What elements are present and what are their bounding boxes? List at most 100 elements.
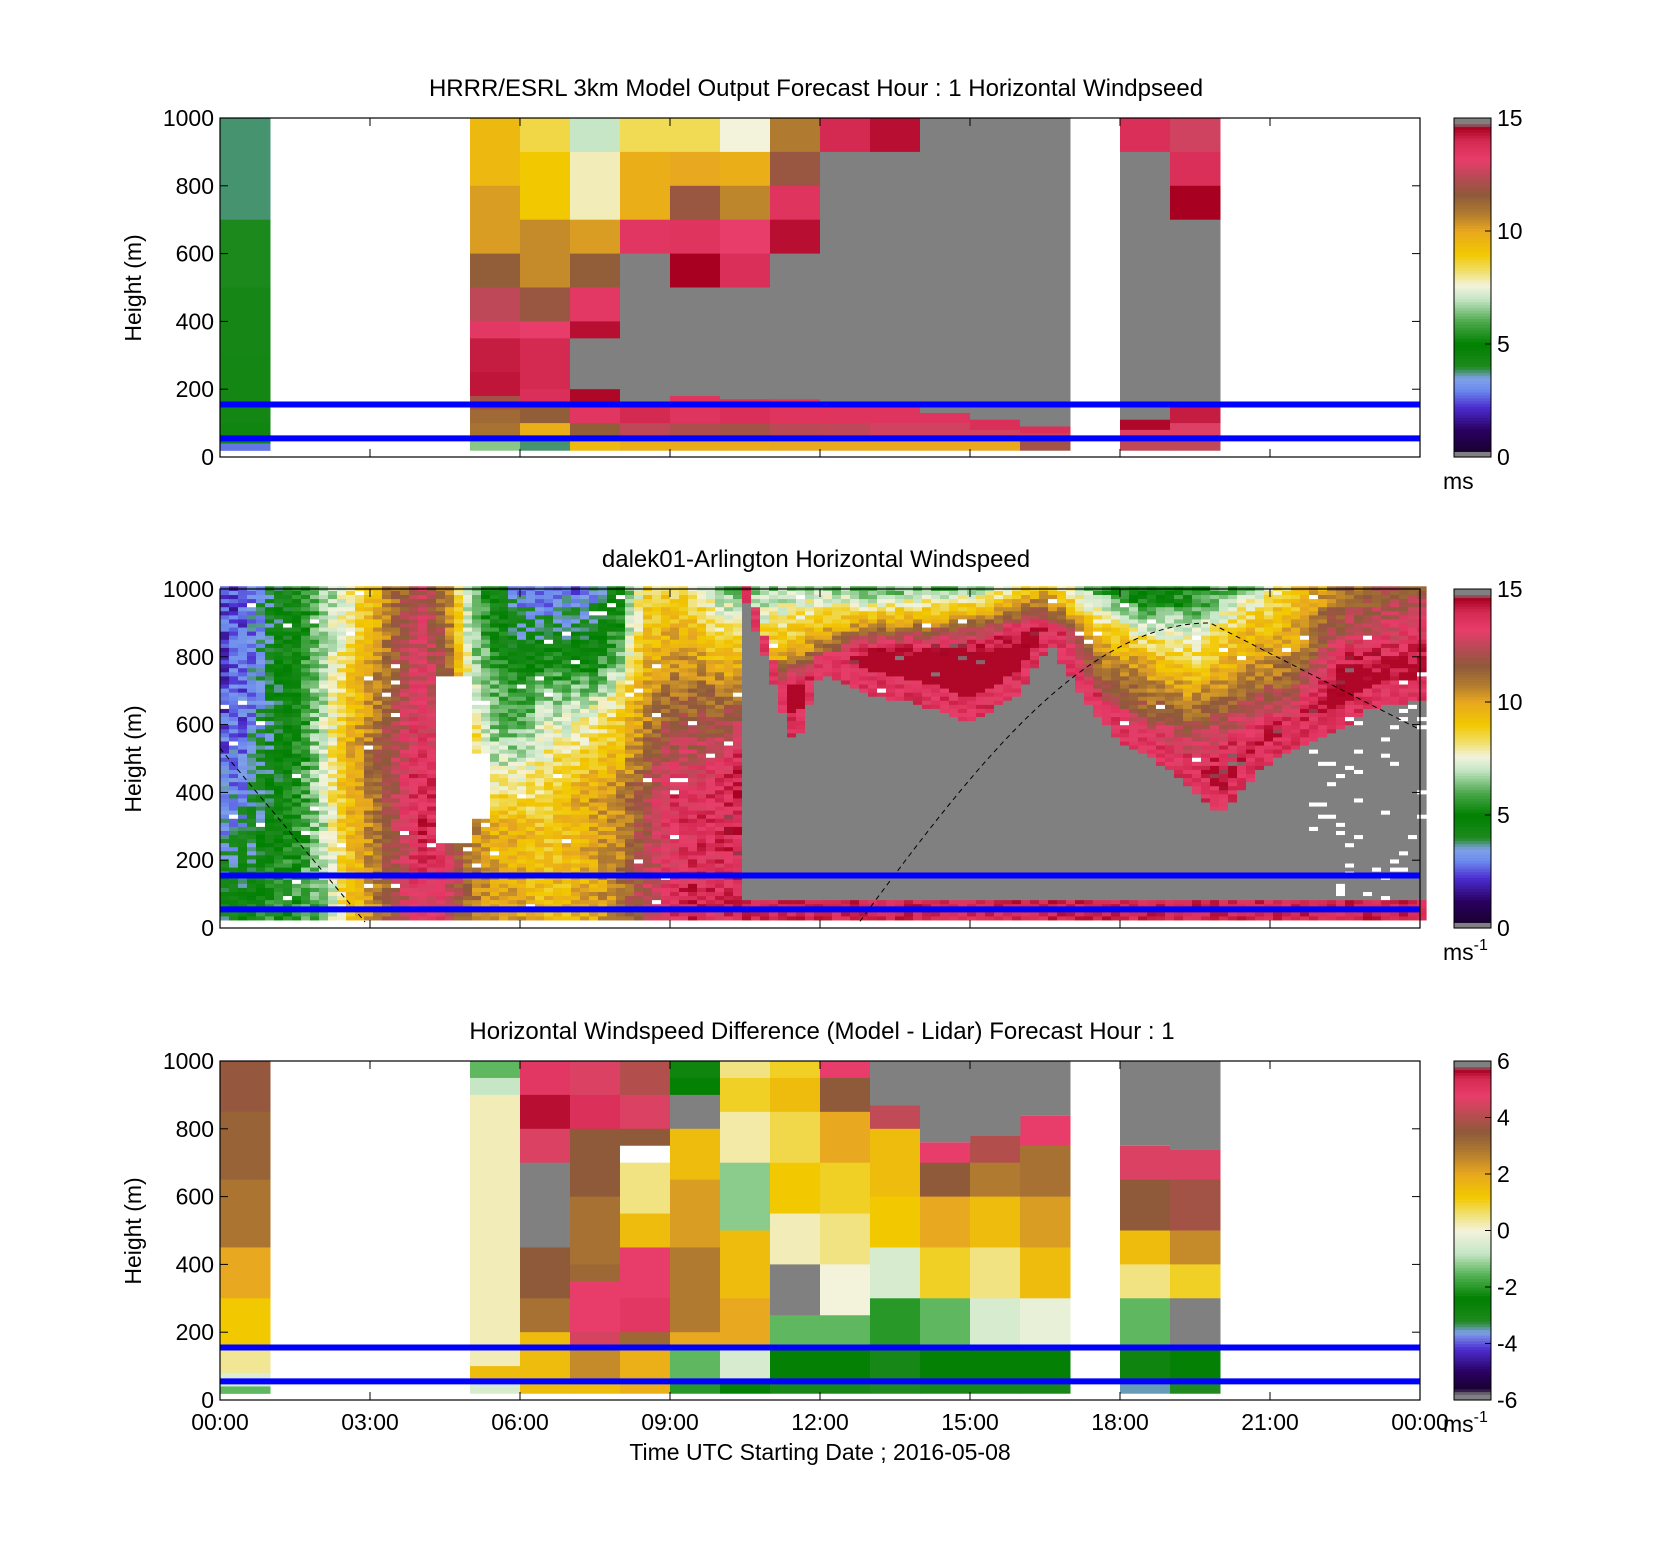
heatmap-cell [526, 716, 536, 722]
heatmap-cell [670, 659, 680, 665]
heatmap-cell [229, 740, 239, 746]
heatmap-cell [526, 614, 536, 620]
heatmap-cell [220, 866, 230, 872]
heatmap-cell [499, 850, 509, 856]
heatmap-cell [616, 846, 626, 852]
heatmap-cell [508, 598, 518, 604]
heatmap-cell [634, 891, 644, 897]
heatmap-cell [220, 720, 230, 726]
heatmap-cell [679, 602, 689, 608]
heatmap-cell [265, 728, 275, 734]
heatmap-cell [607, 635, 617, 640]
heatmap-cell [364, 622, 374, 628]
heatmap-cell [283, 618, 293, 624]
heatmap-cell [328, 826, 338, 831]
heatmap-cell [400, 753, 410, 758]
heatmap-cell [301, 777, 311, 783]
heatmap-cell [229, 785, 239, 791]
heatmap-cell [328, 692, 338, 697]
heatmap-cell [661, 651, 671, 657]
heatmap-cell [620, 436, 671, 448]
heatmap-cell [652, 801, 662, 807]
heatmap-cell [715, 651, 725, 657]
heatmap-cell [706, 911, 716, 917]
heatmap-cell [310, 736, 320, 742]
heatmap-cell [400, 594, 410, 600]
heatmap-cell [652, 903, 662, 909]
heatmap-cell [391, 818, 401, 823]
heatmap-cell [715, 810, 725, 815]
heatmap-cell [337, 850, 347, 856]
heatmap-cell [544, 846, 554, 852]
heatmap-cell [310, 781, 320, 787]
colorbar-segment [1454, 318, 1491, 322]
heatmap-cell [499, 720, 509, 726]
heatmap-cell [364, 700, 374, 705]
heatmap-cell [634, 594, 644, 600]
heatmap-cell [427, 769, 437, 775]
heatmap-cell [589, 696, 599, 701]
heatmap-cell [265, 700, 275, 705]
colorbar-segment [1454, 403, 1491, 407]
heatmap-cell [688, 590, 698, 596]
heatmap-cell [373, 822, 383, 827]
heatmap-cell [688, 866, 698, 872]
heatmap-cell [670, 834, 680, 840]
heatmap-cell [553, 614, 563, 620]
heatmap-cell [490, 797, 500, 803]
heatmap-cell [580, 663, 590, 669]
heatmap-cell [697, 675, 707, 681]
heatmap-cell [319, 663, 329, 669]
heatmap-cell [238, 614, 248, 620]
colorbar-segment [1454, 143, 1491, 147]
heatmap-cell [355, 818, 365, 823]
heatmap-cell [598, 639, 608, 644]
heatmap-cell [274, 728, 284, 734]
heatmap-cell [220, 704, 230, 709]
heatmap-cell [283, 777, 293, 783]
heatmap-cell [472, 749, 482, 754]
heatmap-cell [337, 635, 347, 640]
heatmap-cell [679, 805, 689, 811]
heatmap-cell [238, 749, 248, 754]
heatmap-cell [481, 915, 491, 921]
heatmap-cell [247, 838, 257, 844]
heatmap-cell [589, 712, 599, 718]
heatmap-cell [724, 850, 734, 856]
heatmap-cell [400, 793, 410, 799]
heatmap-cell [562, 720, 572, 726]
heatmap-cell [490, 712, 500, 718]
heatmap-cell [265, 712, 275, 718]
heatmap-cell [553, 598, 563, 604]
heatmap-cell [499, 679, 509, 685]
heatmap-cell [607, 777, 617, 783]
heatmap-cell [247, 687, 257, 693]
heatmap-cell [346, 899, 356, 905]
heatmap-cell [643, 671, 653, 677]
heatmap-cell [553, 618, 563, 624]
heatmap-cell [238, 744, 248, 750]
heatmap-cell [508, 789, 518, 795]
heatmap-cell [445, 842, 455, 848]
heatmap-cell [373, 675, 383, 681]
heatmap-cell [724, 708, 734, 713]
heatmap-cell [499, 635, 509, 640]
heatmap-cell [220, 626, 230, 632]
heatmap-cell [238, 626, 248, 632]
heatmap-cell [920, 446, 971, 451]
heatmap-cell [418, 818, 428, 823]
heatmap-cell [472, 667, 482, 673]
heatmap-cell [454, 643, 464, 648]
heatmap-cell [400, 675, 410, 681]
heatmap-cell [481, 846, 491, 852]
y-tick-label: 200 [176, 376, 214, 402]
heatmap-cell [346, 769, 356, 775]
heatmap-cell [697, 598, 707, 604]
heatmap-cell [544, 622, 554, 628]
heatmap-cell [427, 675, 437, 681]
heatmap-cell [220, 655, 230, 661]
heatmap-cell [598, 651, 608, 657]
colorbar-segment [1454, 194, 1491, 198]
heatmap-cell [319, 704, 329, 709]
heatmap-cell [697, 879, 707, 884]
